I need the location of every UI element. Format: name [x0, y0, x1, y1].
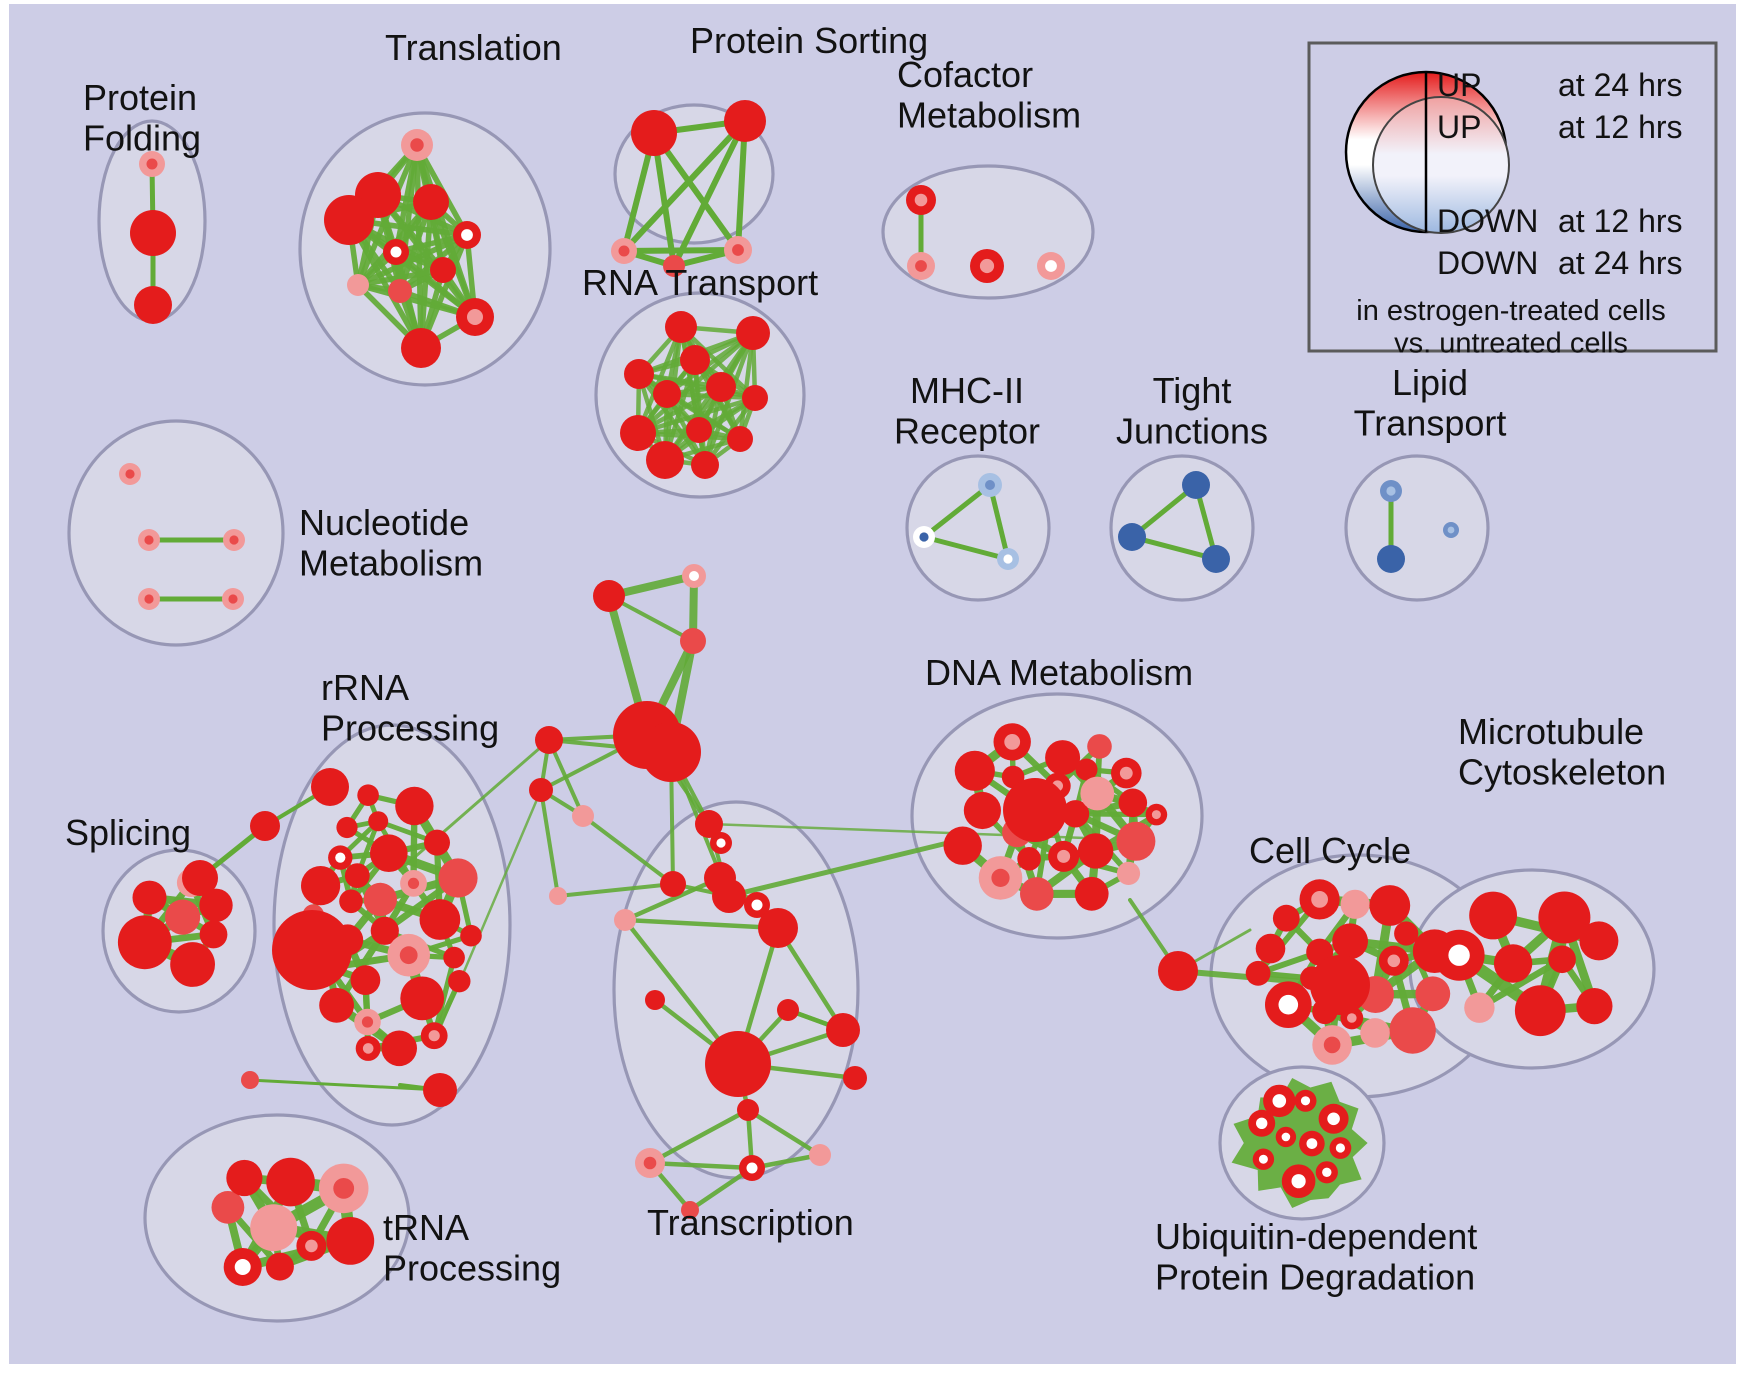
svg-text:at 12 hrs: at 12 hrs	[1558, 203, 1683, 239]
svg-text:Translation: Translation	[385, 27, 562, 68]
svg-text:Protein Sorting: Protein Sorting	[690, 20, 928, 61]
svg-text:Splicing: Splicing	[65, 812, 191, 853]
svg-text:DOWN: DOWN	[1437, 245, 1538, 281]
svg-text:DNA Metabolism: DNA Metabolism	[925, 652, 1193, 693]
svg-text:UP: UP	[1437, 109, 1481, 145]
svg-text:UP: UP	[1437, 67, 1481, 103]
svg-text:Transcription: Transcription	[647, 1202, 854, 1243]
svg-text:RNA Transport: RNA Transport	[582, 262, 818, 303]
svg-text:Cell Cycle: Cell Cycle	[1249, 830, 1411, 871]
svg-text:at 24 hrs: at 24 hrs	[1558, 67, 1683, 103]
svg-text:at 12 hrs: at 12 hrs	[1558, 109, 1683, 145]
svg-text:DOWN: DOWN	[1437, 203, 1538, 239]
svg-text:at 24 hrs: at 24 hrs	[1558, 245, 1683, 281]
